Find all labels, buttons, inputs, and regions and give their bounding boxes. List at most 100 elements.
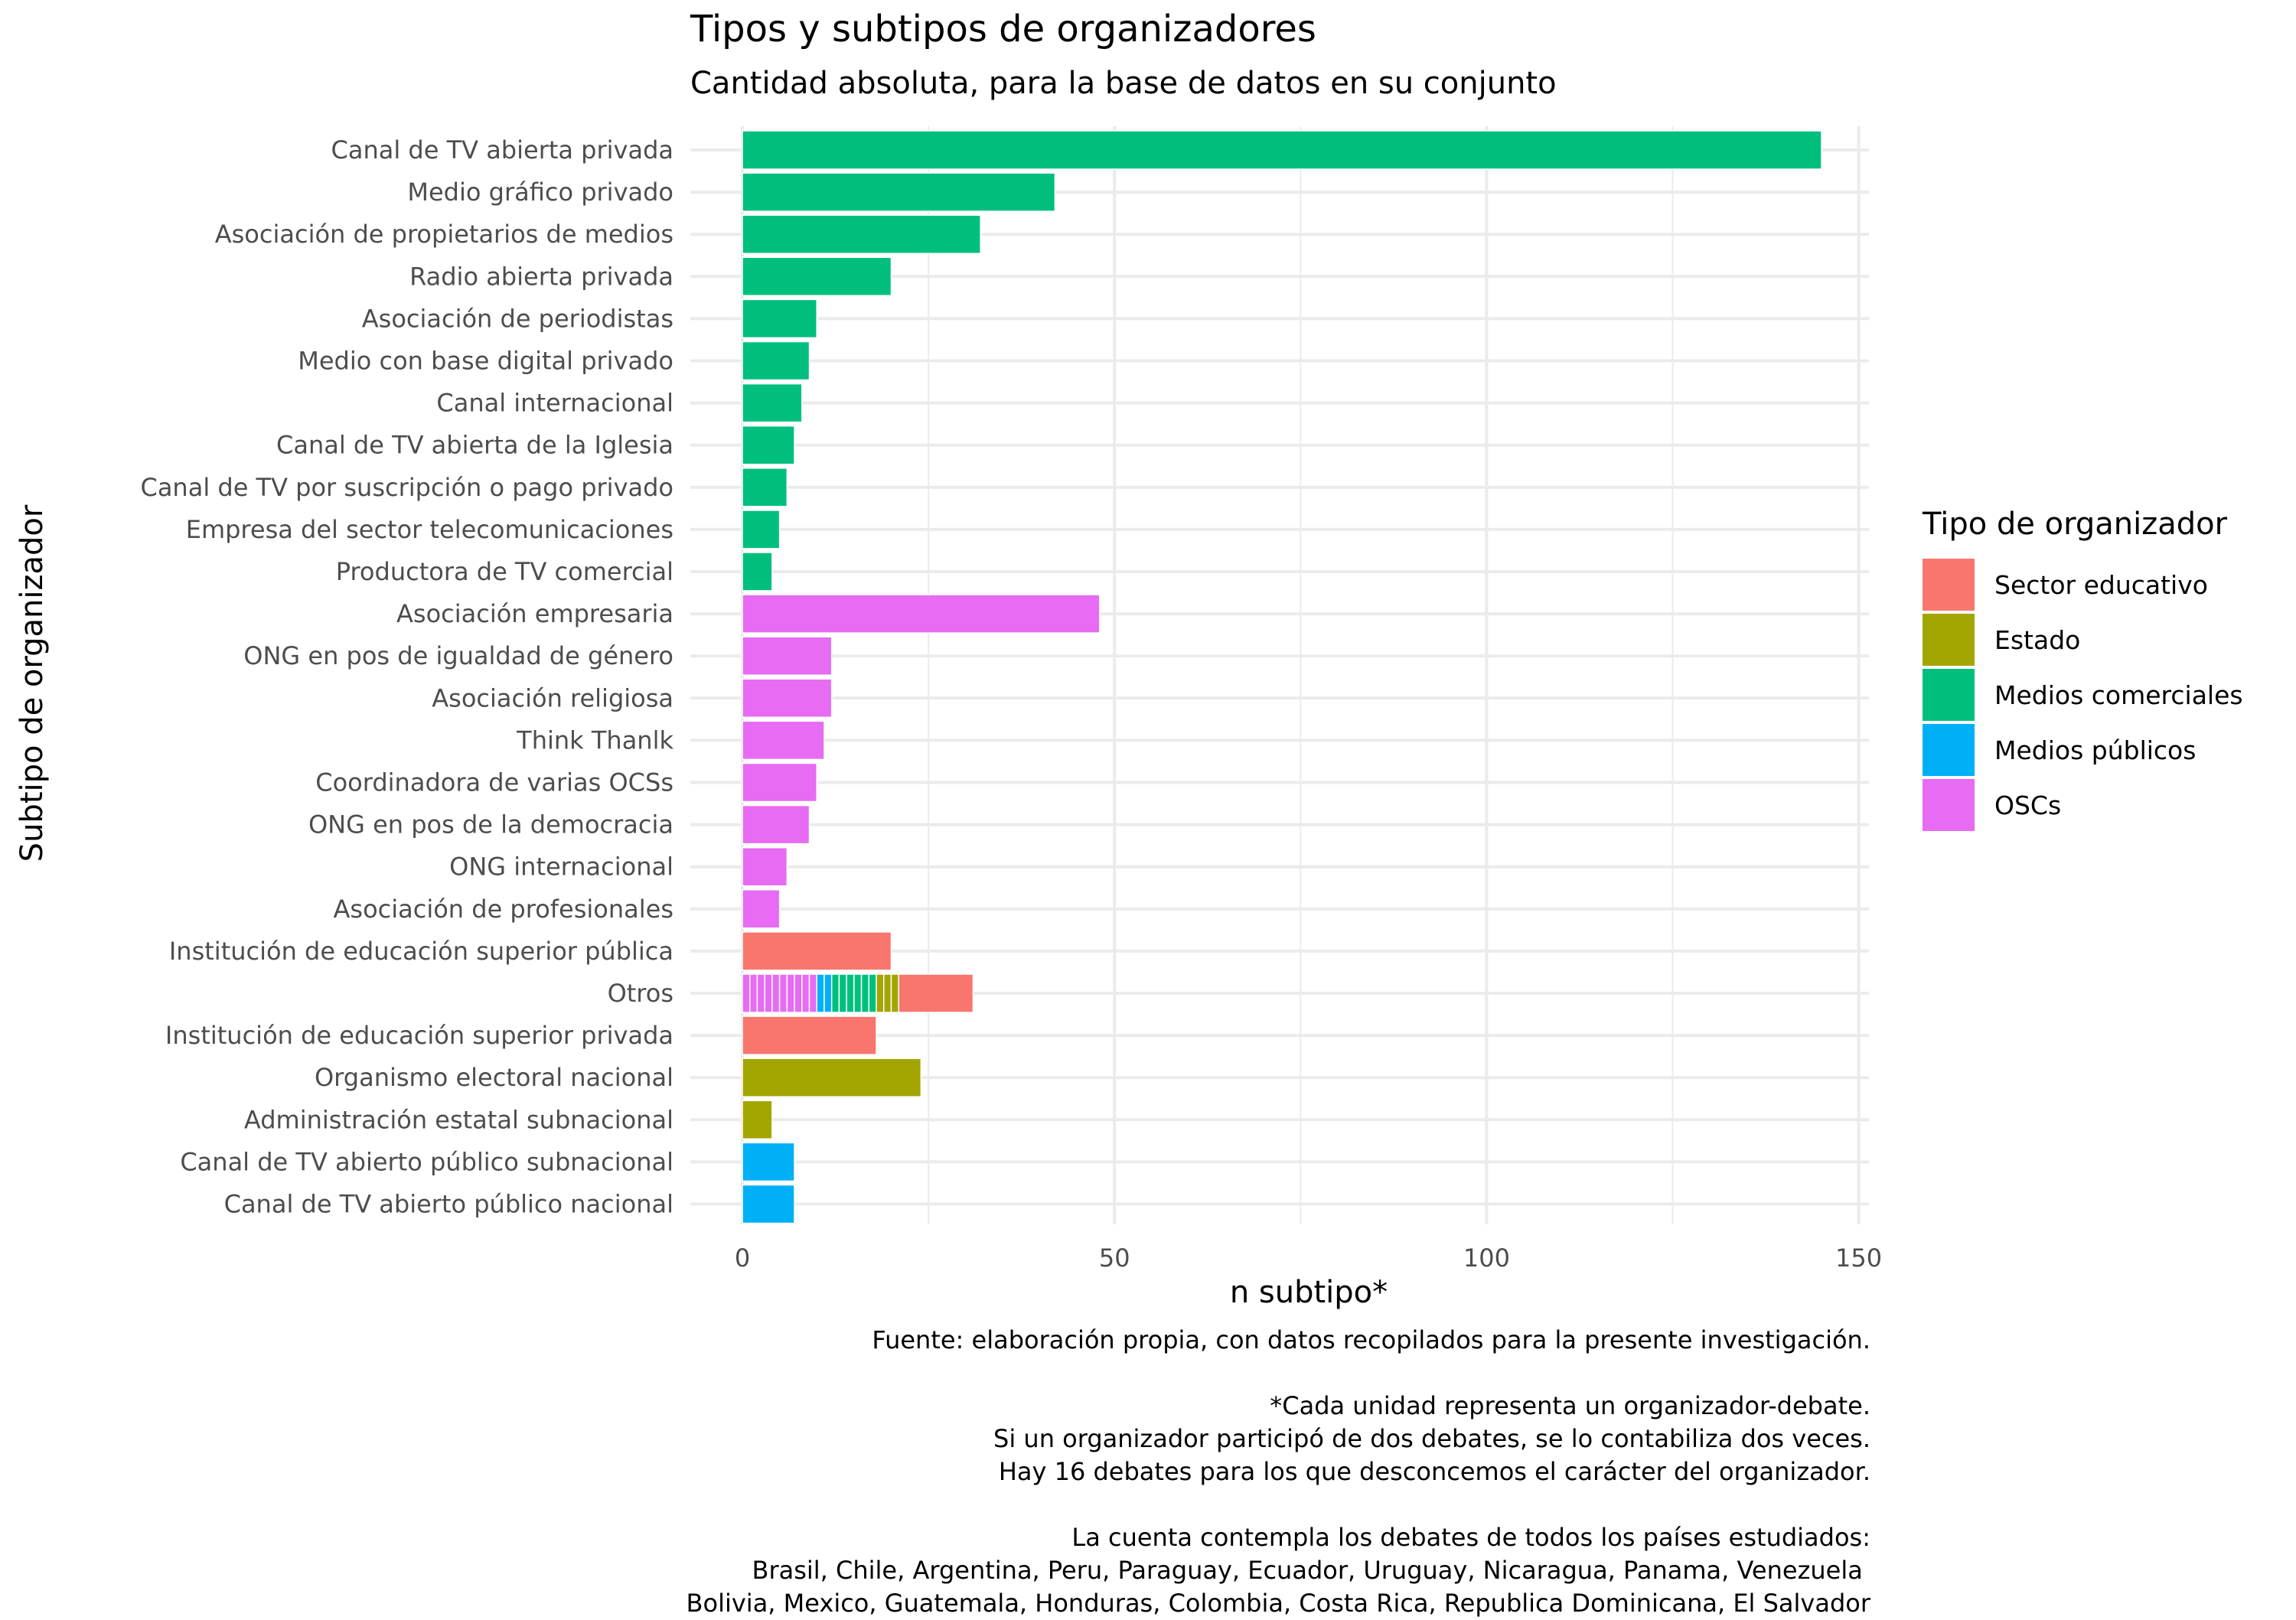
bar-segment: [742, 1015, 877, 1055]
bar-segment: [794, 973, 803, 1013]
y-tick-label: ONG en pos de igualdad de género: [243, 641, 673, 670]
bar-segment: [742, 1184, 795, 1224]
legend-label: OSCs: [1994, 790, 2062, 820]
bar-segment: [860, 973, 870, 1013]
bar-segment: [830, 973, 840, 1013]
bar-segment: [786, 973, 795, 1013]
x-tick-label: 0: [735, 1244, 750, 1273]
bar-segment: [742, 889, 781, 929]
bar-segment: [838, 973, 847, 1013]
bar-segment: [742, 383, 803, 423]
y-tick-label: Institución de educación superior públic…: [169, 937, 673, 966]
bars: [742, 130, 1822, 1224]
bar-segment: [742, 1100, 773, 1140]
y-tick-label: ONG internacional: [449, 852, 673, 882]
y-tick-label: Canal de TV abierto público subnacional: [180, 1147, 673, 1176]
y-tick-label: Otros: [608, 979, 673, 1008]
bar-segment: [742, 468, 788, 507]
legend-item: Medios públicos: [1923, 722, 2243, 777]
y-tick-label: Medio con base digital privado: [298, 347, 673, 376]
bar-segment: [808, 973, 817, 1013]
legend: Tipo de organizador Sector educativo Esta…: [1923, 507, 2243, 833]
bar-segment: [742, 298, 817, 339]
bar-segment: [742, 931, 892, 971]
y-tick-label: Canal de TV abierta privada: [331, 135, 674, 165]
y-tick-label: Organismo electoral nacional: [315, 1063, 673, 1092]
bar-segment: [742, 762, 817, 803]
bar-segment: [742, 256, 892, 297]
y-tick-label: ONG en pos de la democracia: [308, 810, 673, 839]
bar-segment: [742, 130, 1822, 170]
bar-segment: [742, 214, 981, 254]
bar-segment: [742, 594, 1101, 634]
bar-segment: [748, 973, 758, 1013]
y-tick-label: Asociación de profesionales: [334, 895, 674, 924]
y-tick-label: Canal de TV abierta de la Iglesia: [276, 431, 673, 460]
bar-segment: [778, 973, 788, 1013]
bar-segment: [742, 510, 781, 549]
legend-item: Sector educativo: [1923, 557, 2243, 612]
bar-segment: [883, 973, 892, 1013]
bar-segment: [742, 973, 751, 1013]
legend-item: Medios comerciales: [1923, 667, 2243, 722]
x-tick-label: 150: [1835, 1244, 1882, 1273]
bar-segment: [890, 973, 899, 1013]
y-tick-label: Administración estatal subnacional: [244, 1105, 673, 1134]
y-tick-label: Coordinadora de varias OCSs: [315, 768, 673, 797]
legend-item: OSCs: [1923, 777, 2243, 833]
chart-caption: Fuente: elaboración propia, con datos re…: [686, 1325, 1870, 1618]
legend-item: Estado: [1923, 612, 2243, 667]
bar-segment: [853, 973, 863, 1013]
bar-segment: [771, 973, 781, 1013]
y-tick-label: Canal internacional: [436, 389, 673, 418]
legend-swatch: [1923, 724, 1975, 776]
legend-label: Medios comerciales: [1994, 680, 2243, 710]
bar-segment: [742, 425, 795, 465]
bar-segment: [742, 552, 773, 592]
x-tick-label: 100: [1463, 1244, 1510, 1273]
legend-label: Medios públicos: [1994, 735, 2197, 765]
bar-segment: [898, 973, 974, 1013]
y-tick-label: Asociación religiosa: [432, 683, 673, 712]
legend-swatch: [1923, 614, 1975, 666]
chart-subtitle: Cantidad absoluta, para la base de datos…: [690, 66, 1557, 101]
y-tick-label: Productora de TV comercial: [336, 557, 673, 586]
y-tick-labels: Canal de TV abierta privada Medio gráfico…: [140, 135, 673, 1219]
y-tick-label: Asociación de propietarios de medios: [215, 220, 673, 249]
legend-items: Sector educativo Estado Medios comerciales…: [1923, 557, 2243, 833]
bar-segment: [742, 636, 833, 676]
y-tick-label: Radio abierta privada: [409, 262, 673, 291]
legend-label: Estado: [1994, 624, 2081, 655]
bar-segment: [742, 678, 833, 719]
bar-segment: [742, 846, 788, 887]
legend-swatch: [1923, 559, 1975, 611]
y-axis-title: Subtipo de organizador: [15, 504, 50, 862]
bar-segment: [742, 720, 825, 761]
bar-segment: [846, 973, 855, 1013]
bar-segment: [742, 1058, 922, 1097]
y-tick-label: Empresa del sector telecomunicaciones: [186, 515, 673, 544]
x-tick-label: 50: [1099, 1244, 1130, 1273]
bar-segment: [823, 973, 833, 1013]
y-tick-label: Medio gráfico privado: [407, 178, 673, 207]
y-tick-label: Think Thanlk: [516, 725, 673, 755]
y-tick-label: Canal de TV por suscripción o pago priva…: [140, 473, 673, 502]
bar-segment: [742, 341, 810, 381]
bar-segment: [742, 172, 1056, 212]
x-axis-title: n subtipo*: [1230, 1275, 1388, 1310]
bar-segment: [868, 973, 877, 1013]
legend-label: Sector educativo: [1994, 569, 2208, 600]
bar-segment: [816, 973, 825, 1013]
bar-segment: [764, 973, 773, 1013]
bar-segment: [742, 804, 810, 845]
y-tick-label: Asociación empresaria: [396, 599, 673, 628]
legend-title: Tipo de organizador: [1923, 507, 2228, 542]
bar-segment: [742, 1142, 795, 1182]
legend-swatch: [1923, 669, 1975, 721]
x-tick-labels: 0 50 100 150: [735, 1244, 1882, 1273]
legend-swatch: [1923, 779, 1975, 831]
bar-segment: [801, 973, 810, 1013]
chart-title: Tipos y subtipos de organizadores: [690, 8, 1316, 51]
y-tick-label: Institución de educación superior privad…: [165, 1021, 673, 1050]
